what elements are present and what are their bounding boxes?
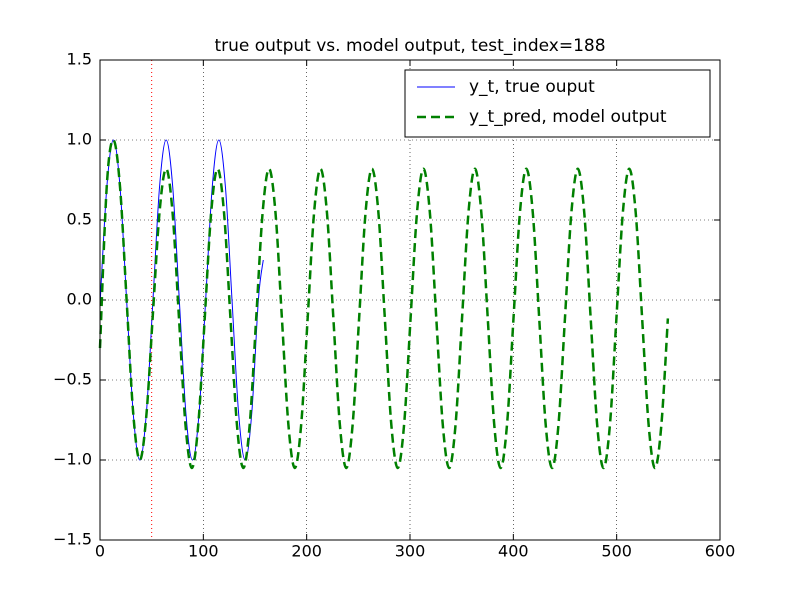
x-tick-label: 600	[705, 542, 736, 561]
y-tick-label: 1.0	[67, 130, 92, 149]
legend-box	[404, 69, 711, 138]
y-tick-label: 0.5	[67, 210, 92, 229]
y-tick-label: 0.0	[67, 290, 92, 309]
y-tick-label: −1.0	[53, 450, 92, 469]
plot-frame	[99, 59, 721, 541]
x-tick-label: 400	[498, 542, 529, 561]
series-line	[98, 138, 670, 470]
x-tick-label: 500	[601, 542, 632, 561]
legend-label: y_t, true ouput	[469, 77, 595, 97]
x-tick-label: 0	[95, 542, 105, 561]
y-tick-label: −0.5	[53, 370, 92, 389]
y-tick-label: 1.5	[67, 50, 92, 69]
x-tick-label: 300	[395, 542, 426, 561]
x-tick-label: 200	[291, 542, 322, 561]
chart-title: true output vs. model output, test_index…	[214, 36, 605, 56]
legend-label: y_t_pred, model output	[469, 107, 667, 127]
x-tick-label: 100	[188, 542, 219, 561]
y-tick-label: −1.5	[53, 530, 92, 549]
